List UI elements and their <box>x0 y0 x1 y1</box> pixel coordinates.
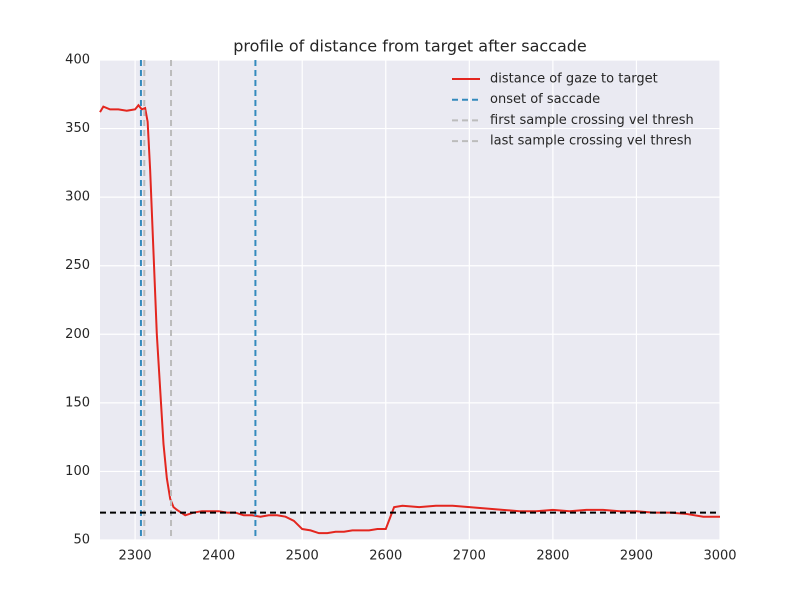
x-tick-label: 2400 <box>202 549 235 564</box>
x-tick-label: 2900 <box>620 549 653 564</box>
y-tick-label: 150 <box>65 395 90 410</box>
x-tick-label: 2300 <box>119 549 152 564</box>
chart-title: profile of distance from target after sa… <box>233 37 587 56</box>
y-tick-label: 300 <box>65 190 90 205</box>
legend-label: first sample crossing vel thresh <box>490 113 694 128</box>
x-tick-label: 3000 <box>703 549 736 564</box>
y-tick-label: 100 <box>65 464 90 479</box>
y-tick-label: 350 <box>65 121 90 136</box>
y-tick-label: 50 <box>73 533 90 548</box>
x-tick-label: 2800 <box>536 549 569 564</box>
y-tick-label: 400 <box>65 53 90 68</box>
data-line <box>99 103 720 535</box>
legend-label: distance of gaze to target <box>490 72 658 87</box>
x-tick-label: 2600 <box>369 549 402 564</box>
y-tick-label: 200 <box>65 327 90 342</box>
legend-label: onset of saccade <box>490 92 600 107</box>
x-tick-label: 2500 <box>286 549 319 564</box>
legend-label: last sample crossing vel thresh <box>490 134 692 149</box>
plot-area <box>100 60 720 540</box>
y-tick-label: 250 <box>65 258 90 273</box>
x-tick-label: 2700 <box>453 549 486 564</box>
